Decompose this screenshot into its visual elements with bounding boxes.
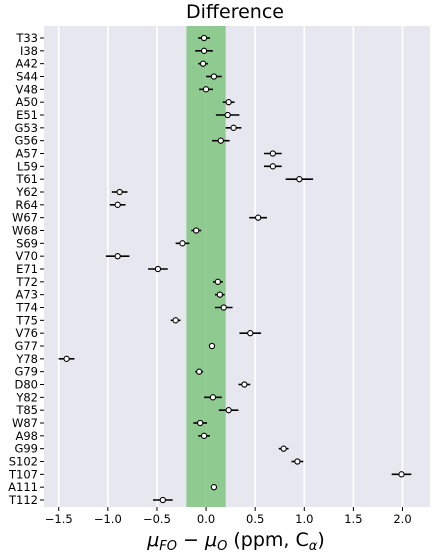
y-tick-label: W67 <box>12 211 38 225</box>
data-point <box>269 150 276 157</box>
y-tick-label: V48 <box>15 82 38 96</box>
data-point <box>209 394 217 401</box>
data-point <box>172 317 179 324</box>
data-point <box>214 278 221 285</box>
data-point <box>241 381 248 388</box>
y-tick-label: W68 <box>12 224 38 238</box>
data-point <box>247 330 254 337</box>
y-tick-label: V76 <box>15 326 38 340</box>
data-point <box>154 265 162 273</box>
y-tick-label: W87 <box>12 416 38 430</box>
data-point <box>200 47 208 54</box>
y-tick-label: T72 <box>15 275 38 289</box>
y-tick-label: T107 <box>8 467 38 481</box>
data-point <box>208 342 216 350</box>
data-point <box>225 99 232 106</box>
y-tick-label: L59 <box>17 159 38 173</box>
y-tick-label: T33 <box>15 31 38 45</box>
y-tick-label: A111 <box>8 480 38 494</box>
data-point <box>220 304 227 311</box>
y-tick-label: A57 <box>15 147 38 161</box>
plot-background <box>44 26 430 507</box>
x-tick-labels: −1.5 −1.0 −0.5 0.0 0.5 1.0 1.5 2.0 <box>45 507 412 526</box>
data-point <box>269 163 276 170</box>
data-point <box>202 86 210 93</box>
y-tick-label: Y62 <box>15 185 38 199</box>
tolerance-band <box>186 26 226 507</box>
y-tick-label: G79 <box>14 365 38 379</box>
data-point <box>210 484 218 491</box>
y-tick-label: E71 <box>16 262 38 276</box>
data-point <box>280 445 287 452</box>
data-point <box>199 60 207 67</box>
data-point <box>63 355 70 362</box>
y-tick-label: A50 <box>15 95 38 109</box>
y-tick-label: S44 <box>16 70 38 84</box>
data-point <box>398 471 405 478</box>
y-tick-label: Y78 <box>15 352 38 366</box>
y-tick-label: T112 <box>8 493 38 507</box>
data-point <box>217 137 224 144</box>
y-tick-label: E51 <box>16 108 38 122</box>
y-tick-label: I38 <box>20 44 38 58</box>
data-point <box>225 407 232 414</box>
data-point <box>224 111 231 119</box>
data-point <box>116 188 123 196</box>
x-tick-label: −0.5 <box>143 512 171 526</box>
data-point <box>114 201 121 208</box>
y-tick-label: Y82 <box>15 390 38 404</box>
data-point <box>230 124 237 131</box>
y-tick-label: D80 <box>15 378 39 392</box>
y-tick-label: G56 <box>14 134 38 148</box>
y-tick-label: V70 <box>15 249 38 263</box>
data-point <box>159 496 166 504</box>
y-tick-labels: T33I38A42S44V48A50E51G53G56A57L59T61Y62R… <box>8 31 44 507</box>
x-tick-label: 1.5 <box>344 512 362 526</box>
data-point <box>210 73 218 80</box>
y-tick-label: G77 <box>14 339 38 353</box>
data-point <box>200 34 208 42</box>
y-tick-label: T61 <box>15 172 38 186</box>
y-tick-label: S102 <box>9 455 38 469</box>
y-tick-label: G99 <box>14 442 38 456</box>
y-tick-label: R64 <box>15 198 38 212</box>
y-tick-label: T74 <box>15 301 38 315</box>
y-tick-label: A42 <box>15 57 38 71</box>
y-tick-label: T75 <box>15 313 38 327</box>
y-tick-label: A98 <box>15 429 38 443</box>
chart-title: Difference <box>186 1 284 23</box>
data-point <box>216 291 223 298</box>
x-tick-label: 0.0 <box>197 512 215 526</box>
data-point <box>179 240 186 247</box>
data-point <box>254 214 262 221</box>
data-point <box>193 227 200 234</box>
data-point <box>294 458 301 465</box>
x-tick-label: −1.5 <box>45 512 73 526</box>
x-tick-label: −1.0 <box>94 512 122 526</box>
x-tick-label: 0.5 <box>246 512 264 526</box>
y-tick-label: T85 <box>15 403 38 417</box>
data-point <box>197 419 204 427</box>
x-tick-label: 1.0 <box>295 512 313 526</box>
data-point <box>114 253 121 260</box>
x-axis-label: μFO − μO (ppm, Cα) <box>146 529 325 554</box>
y-tick-label: G53 <box>14 121 38 135</box>
data-marks <box>58 34 412 504</box>
y-tick-label: S69 <box>16 236 38 250</box>
data-point <box>196 368 203 375</box>
data-point <box>296 176 303 183</box>
y-tick-label: A73 <box>15 288 38 302</box>
x-tick-label: 2.0 <box>393 512 411 526</box>
data-point <box>200 432 208 439</box>
